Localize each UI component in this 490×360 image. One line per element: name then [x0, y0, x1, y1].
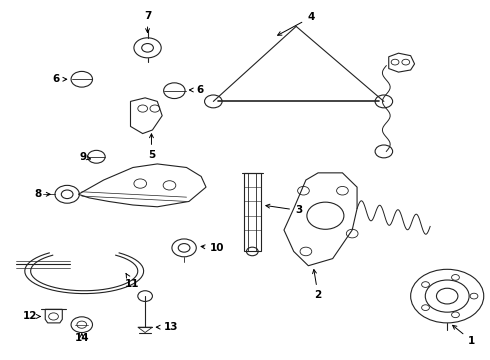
Text: 12: 12 — [23, 311, 40, 321]
Text: 14: 14 — [74, 333, 89, 343]
Text: 4: 4 — [278, 13, 315, 35]
Text: 7: 7 — [144, 12, 151, 32]
Text: 13: 13 — [156, 322, 178, 332]
Text: 5: 5 — [148, 134, 155, 160]
Text: 6: 6 — [190, 85, 204, 95]
Text: 10: 10 — [201, 243, 224, 253]
Text: 9: 9 — [80, 152, 91, 162]
Text: 3: 3 — [266, 204, 302, 215]
Text: 1: 1 — [453, 325, 475, 346]
Text: 2: 2 — [313, 270, 322, 300]
Text: 8: 8 — [35, 189, 50, 199]
Text: 11: 11 — [125, 273, 139, 289]
Text: 6: 6 — [52, 74, 67, 84]
